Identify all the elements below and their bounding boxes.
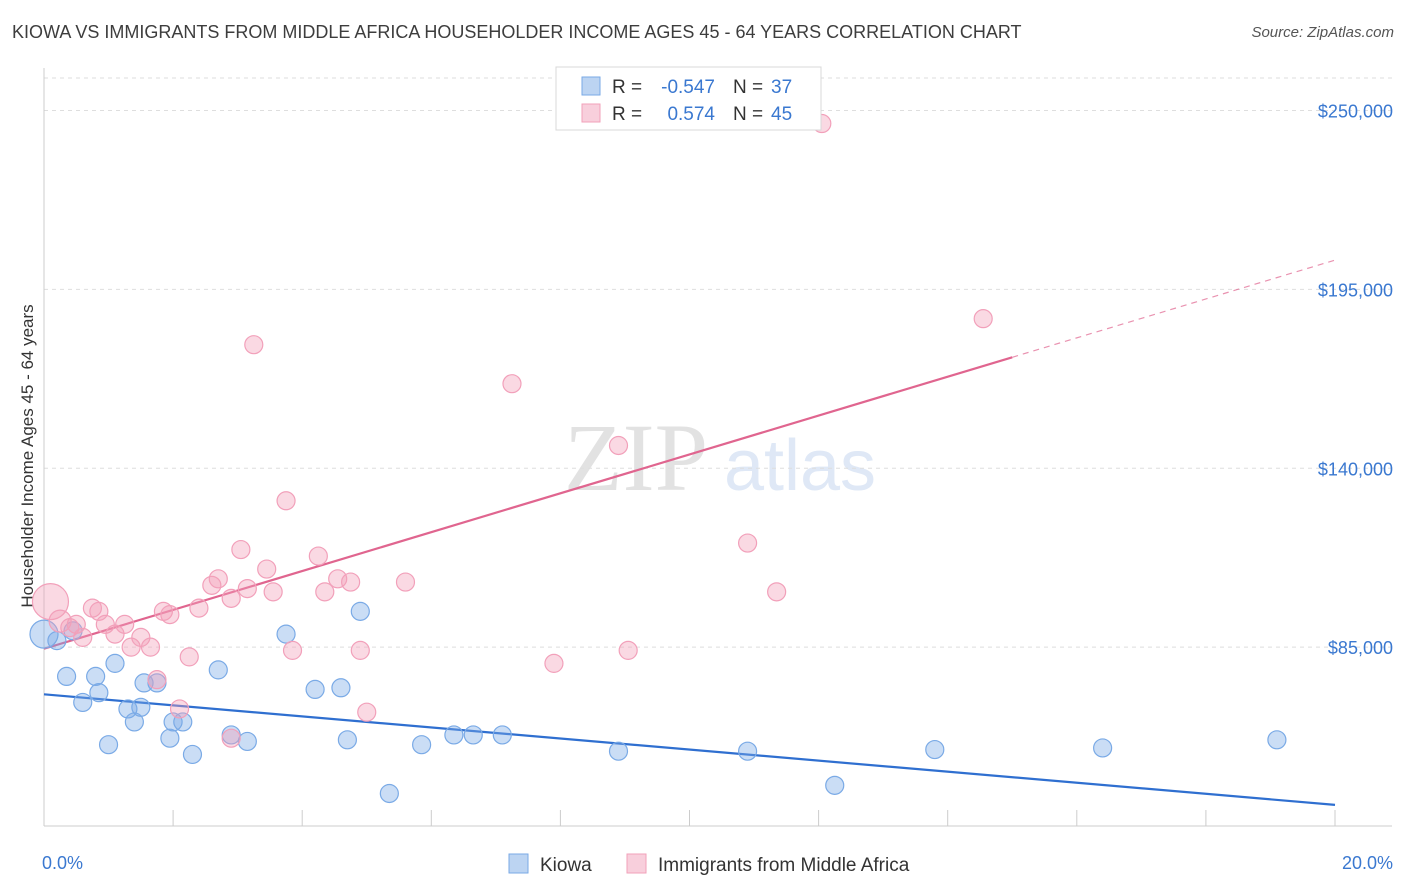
- middle-africa-point: [179, 647, 199, 667]
- middle-africa-point: [544, 653, 564, 673]
- kiowa-point: [1267, 730, 1287, 750]
- source-label: Source: ZipAtlas.com: [1251, 24, 1394, 41]
- stats-r-value: 0.574: [667, 104, 715, 125]
- tick-labels: $85,000 $140,000 $195,000 $250,000 0.0% 20.0%: [42, 102, 1393, 873]
- kiowa-point: [182, 744, 203, 765]
- middle-africa-point: [140, 637, 161, 657]
- axes: [43, 68, 1392, 827]
- middle-africa-point: [244, 335, 264, 355]
- stats-r-label: R =: [612, 77, 642, 98]
- y-tick-label: $195,000: [1318, 280, 1393, 300]
- data-points: [29, 113, 1287, 804]
- middle-africa-point: [263, 582, 283, 602]
- kiowa-point: [737, 741, 758, 761]
- middle-africa-point: [131, 627, 151, 647]
- middle-africa-point: [350, 640, 370, 660]
- middle-africa-point: [973, 309, 993, 329]
- x-tick-label: 0.0%: [42, 853, 83, 873]
- x-tick-label: 20.0%: [1342, 853, 1393, 873]
- kiowa-point: [305, 679, 325, 700]
- kiowa-point: [160, 728, 180, 748]
- y-tick-label: $85,000: [1328, 638, 1393, 658]
- chart-title: KIOWA VS IMMIGRANTS FROM MIDDLE AFRICA H…: [12, 22, 1022, 42]
- y-tick-label: $250,000: [1318, 102, 1393, 122]
- kiowa-point: [337, 730, 357, 750]
- kiowa-point: [1093, 738, 1113, 758]
- stats-n-value: 37: [771, 77, 792, 98]
- middle-africa-point: [121, 637, 141, 657]
- legend-swatch: [626, 853, 647, 874]
- middle-africa-point: [502, 374, 522, 394]
- middle-africa-point: [221, 728, 241, 748]
- kiowa-point: [925, 739, 945, 760]
- middle-africa-point: [160, 605, 180, 625]
- kiowa-point: [124, 712, 144, 732]
- stats-box: R = -0.547 N = 37 R = 0.574 N = 45: [555, 66, 822, 131]
- middle-africa-point: [231, 539, 251, 560]
- kiowa-point: [463, 725, 483, 745]
- middle-africa-point: [357, 702, 377, 722]
- middle-africa-point: [308, 546, 328, 566]
- legend-label: Kiowa: [540, 855, 592, 876]
- trend-line: [43, 356, 1013, 650]
- kiowa-point: [86, 666, 106, 687]
- middle-africa-point: [105, 624, 125, 644]
- watermark: ZIP atlas: [564, 404, 876, 511]
- middle-africa-point: [315, 582, 335, 602]
- kiowa-point: [412, 735, 432, 755]
- kiowa-point: [379, 783, 399, 804]
- trend-line: [43, 693, 1336, 806]
- kiowa-point: [492, 725, 512, 745]
- legend-swatch: [508, 853, 529, 874]
- middle-africa-point: [73, 627, 93, 647]
- trend-lines: [43, 259, 1336, 806]
- stats-swatch: [581, 76, 601, 96]
- middle-africa-point: [257, 559, 277, 579]
- middle-africa-point: [208, 569, 228, 589]
- kiowa-point: [56, 666, 77, 687]
- middle-africa-point: [221, 588, 241, 608]
- kiowa-point: [331, 678, 351, 698]
- watermark-atlas: atlas: [724, 426, 876, 506]
- middle-africa-point: [737, 533, 758, 553]
- trend-line-extension: [1012, 259, 1336, 358]
- kiowa-point: [105, 653, 125, 673]
- middle-africa-point: [395, 572, 416, 592]
- middle-africa-point: [608, 435, 629, 456]
- stats-n-value: 45: [771, 104, 792, 125]
- kiowa-point: [237, 731, 257, 752]
- middle-africa-point: [115, 614, 135, 634]
- stats-n-label: N =: [733, 104, 763, 125]
- middle-africa-point: [189, 598, 209, 618]
- y-tick-label: $140,000: [1318, 459, 1393, 479]
- grid: [44, 77, 1392, 648]
- stats-n-label: N =: [733, 77, 763, 98]
- middle-africa-point: [282, 640, 303, 660]
- legend-label: Immigrants from Middle Africa: [658, 855, 910, 876]
- kiowa-point: [98, 735, 119, 755]
- kiowa-point: [350, 601, 370, 621]
- kiowa-point: [825, 775, 845, 795]
- kiowa-point: [276, 624, 296, 644]
- stats-r-value: -0.547: [661, 77, 715, 98]
- middle-africa-point: [48, 609, 72, 633]
- middle-africa-point: [618, 640, 638, 660]
- kiowa-point: [73, 692, 93, 713]
- middle-africa-point: [95, 614, 115, 634]
- stats-swatch: [581, 103, 601, 123]
- watermark-zip: ZIP: [564, 404, 708, 511]
- kiowa-point: [208, 660, 228, 680]
- stats-r-label: R =: [612, 104, 642, 125]
- kiowa-point: [444, 725, 464, 745]
- middle-africa-point: [169, 699, 190, 719]
- middle-africa-point: [237, 578, 257, 599]
- legend: Kiowa Immigrants from Middle Africa: [508, 853, 910, 876]
- kiowa-point: [89, 683, 109, 703]
- middle-africa-point: [147, 670, 167, 690]
- middle-africa-point: [767, 582, 787, 602]
- kiowa-point: [608, 741, 629, 761]
- middle-africa-point: [341, 572, 361, 592]
- middle-africa-point: [276, 491, 296, 511]
